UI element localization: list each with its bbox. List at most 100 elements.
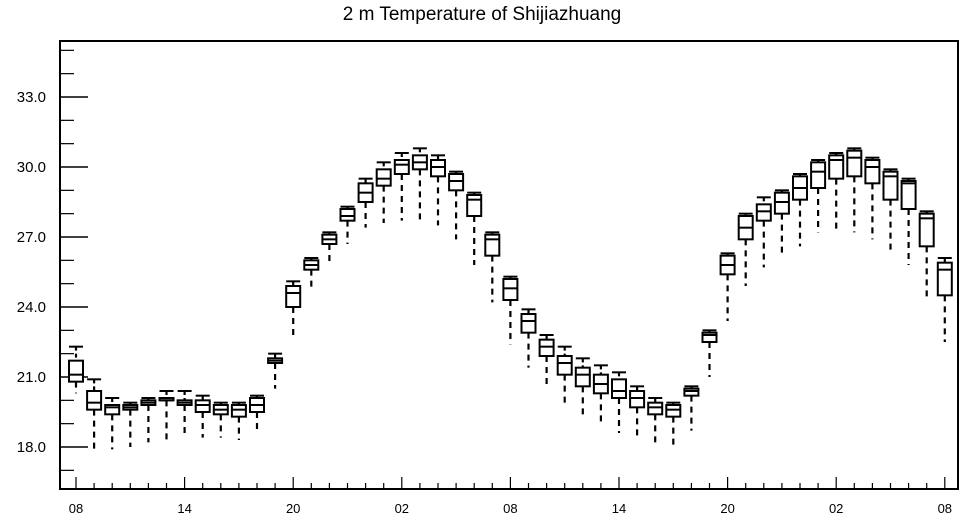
box-17 <box>375 161 392 223</box>
box-13 <box>303 257 320 289</box>
box-iqr <box>900 180 917 210</box>
box-8 <box>212 401 229 438</box>
y-tick-label: 27.0 <box>17 229 46 246</box>
box-iqr <box>556 355 573 376</box>
box-40 <box>792 173 808 247</box>
y-tick-label: 24.0 <box>17 299 46 316</box>
box-iqr <box>574 366 591 388</box>
box-iqr <box>882 170 899 201</box>
y-tick-label: 21.0 <box>17 369 46 386</box>
box-iqr <box>846 149 863 178</box>
x-tick-label: 14 <box>612 501 626 516</box>
box-22 <box>466 191 483 265</box>
box-39 <box>773 189 790 256</box>
box-iqr <box>647 401 664 416</box>
box-9 <box>230 401 247 440</box>
box-iqr <box>773 191 790 215</box>
box-38 <box>755 196 772 268</box>
box-19 <box>411 147 428 221</box>
box-36 <box>719 252 736 321</box>
box-iqr <box>68 359 84 383</box>
box-3 <box>122 401 139 447</box>
plot-frame <box>59 40 959 490</box>
x-tick-label: 08 <box>69 501 83 516</box>
box-7 <box>194 394 211 438</box>
box-iqr <box>86 390 103 411</box>
box-15 <box>339 205 356 244</box>
box-4 <box>140 397 157 443</box>
box-0 <box>68 345 84 394</box>
box-29 <box>592 364 609 426</box>
box-28 <box>574 357 591 417</box>
box-iqr <box>448 173 465 192</box>
axis-ticks <box>60 49 946 489</box>
box-47 <box>918 210 935 298</box>
box-iqr <box>520 313 537 334</box>
box-45 <box>882 168 899 251</box>
x-tick-label: 20 <box>720 501 734 516</box>
box-48 <box>936 257 953 342</box>
box-iqr <box>104 404 121 416</box>
box-iqr <box>936 261 953 297</box>
box-11 <box>267 352 284 389</box>
box-20 <box>430 154 446 226</box>
box-25 <box>520 308 537 368</box>
box-16 <box>357 177 374 228</box>
box-iqr <box>755 203 772 222</box>
x-tick-label: 02 <box>395 501 409 516</box>
box-10 <box>249 394 265 433</box>
x-tick-label: 02 <box>829 501 843 516</box>
x-axis-tick-labels: 08 14 20 02 08 14 20 02 08 <box>69 501 952 516</box>
box-27 <box>556 345 573 405</box>
box-42 <box>828 152 845 230</box>
box-iqr <box>611 378 627 400</box>
box-43 <box>846 147 863 233</box>
box-iqr <box>918 212 935 248</box>
x-tick-label: 08 <box>503 501 517 516</box>
box-12 <box>285 280 302 335</box>
box-33 <box>665 401 682 447</box>
box-iqr <box>339 208 356 222</box>
box-46 <box>900 177 917 265</box>
y-axis-tick-labels: 18.0 21.0 24.0 27.0 30.0 33.0 <box>17 89 46 456</box>
box-18 <box>393 152 410 221</box>
box-iqr <box>393 159 410 175</box>
box-iqr <box>430 159 446 178</box>
box-35 <box>701 329 718 377</box>
box-34 <box>683 385 700 431</box>
box-1 <box>86 378 103 450</box>
box-series <box>68 147 953 450</box>
box-14 <box>321 231 338 263</box>
box-iqr <box>484 233 501 257</box>
box-32 <box>647 397 664 447</box>
box-26 <box>538 334 555 389</box>
box-44 <box>864 156 881 240</box>
chart-title: 2 m Temperature of Shijiazhuang <box>342 4 622 25</box>
box-iqr <box>538 338 555 357</box>
x-tick-label: 14 <box>177 501 191 516</box>
box-iqr <box>285 285 302 308</box>
box-23 <box>484 231 501 303</box>
box-iqr <box>828 154 845 180</box>
box-5 <box>158 390 175 440</box>
y-tick-label: 33.0 <box>17 89 46 106</box>
box-iqr <box>864 159 881 185</box>
box-iqr <box>466 194 483 217</box>
box-iqr <box>629 390 646 409</box>
box-31 <box>629 385 646 440</box>
x-tick-label: 08 <box>938 501 952 516</box>
box-2 <box>104 397 121 450</box>
y-tick-label: 18.0 <box>17 439 46 456</box>
box-iqr <box>194 399 211 414</box>
box-iqr <box>665 404 682 418</box>
box-iqr <box>683 387 700 397</box>
box-6 <box>176 390 193 438</box>
box-iqr <box>230 404 247 418</box>
box-37 <box>737 212 754 286</box>
y-tick-label: 30.0 <box>17 159 46 176</box>
box-iqr <box>701 331 718 343</box>
box-iqr <box>502 278 519 301</box>
box-24 <box>502 275 519 345</box>
box-30 <box>611 371 627 433</box>
